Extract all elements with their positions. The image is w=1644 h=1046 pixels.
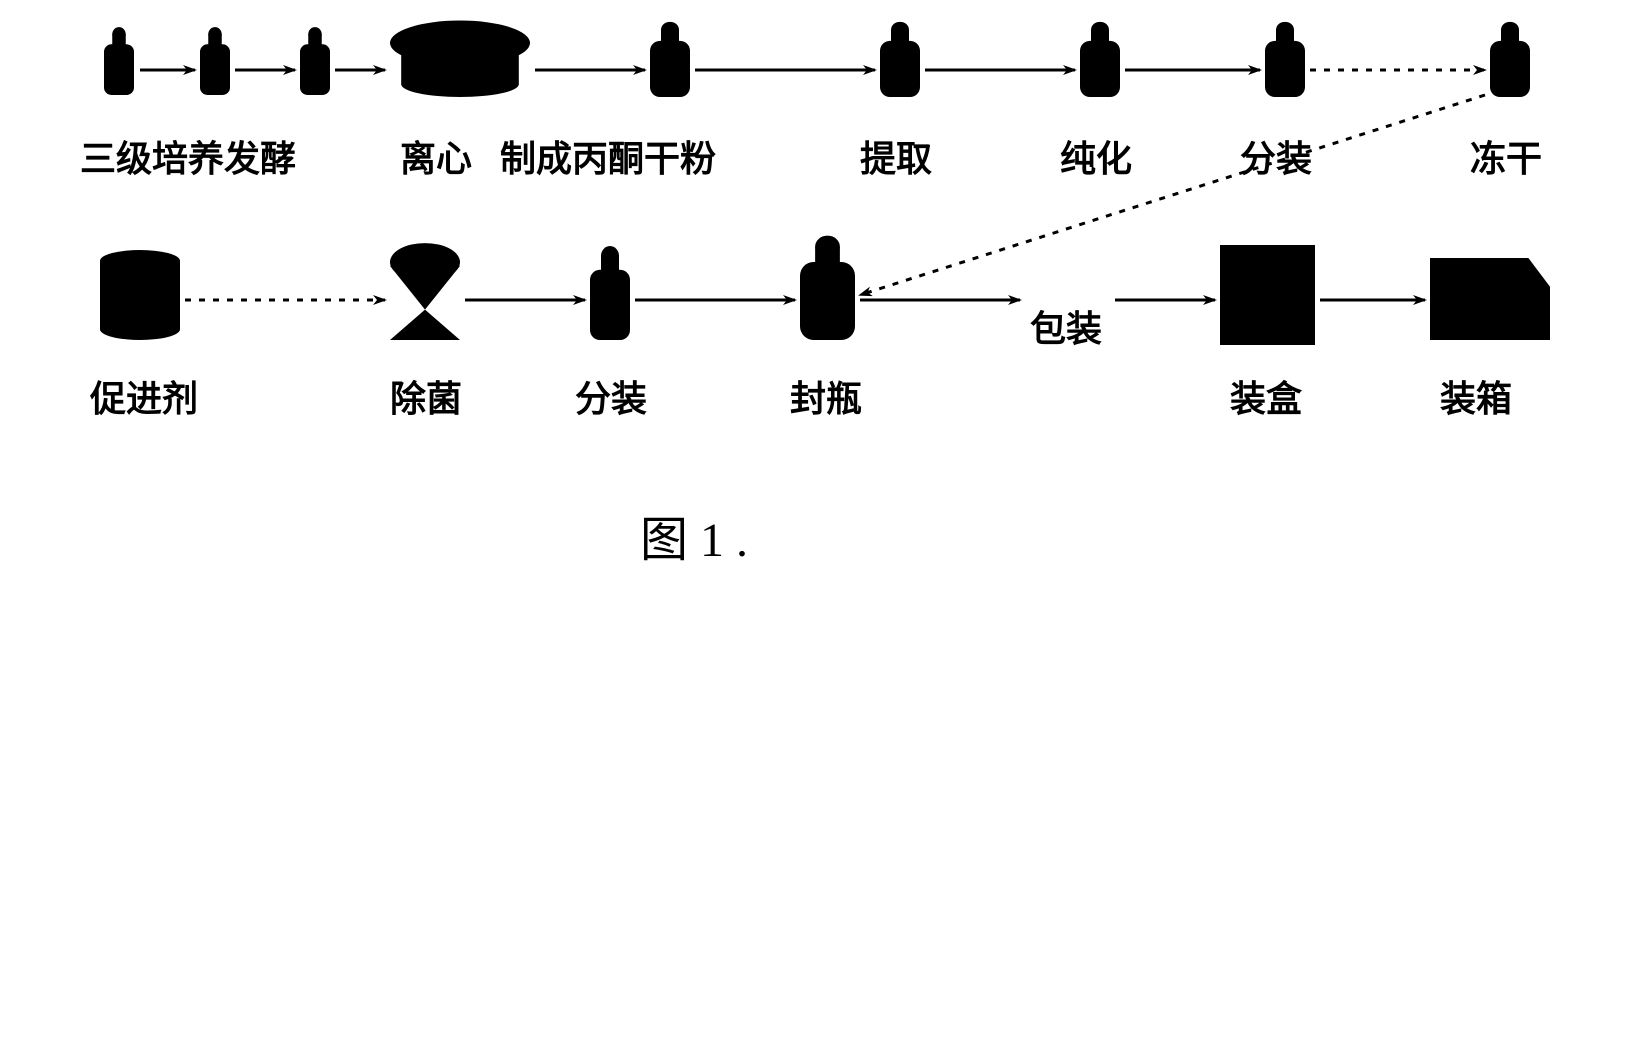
- step-label: 封瓶: [790, 370, 862, 422]
- shape-r2-cyl: [100, 250, 180, 340]
- shape-r1-bottle4: [650, 22, 690, 97]
- step-label: 促进剂: [90, 370, 198, 422]
- figure-caption: 图 1 .: [640, 500, 748, 570]
- step-label: 离心: [400, 130, 472, 182]
- diagram-canvas: 三级培养发酵离心制成丙酮干粉提取纯化分装冻干促进剂除菌分装封瓶包装装盒装箱 图 …: [0, 0, 1644, 1046]
- shape-r1-bottle3: [300, 27, 330, 95]
- step-label: 提取: [860, 130, 932, 182]
- shape-r2-box: [1220, 245, 1315, 345]
- shape-r2-bottle1: [590, 246, 630, 340]
- shape-r1-bottle2: [200, 27, 230, 95]
- shape-r2-filter: [390, 243, 460, 340]
- step-label: 分装: [575, 370, 647, 422]
- step-label: 三级培养发酵: [80, 130, 296, 182]
- step-label: 冻干: [1470, 130, 1542, 182]
- step-label: 装箱: [1440, 370, 1512, 422]
- shape-r1-bottle8: [1490, 22, 1530, 97]
- shape-r1-bottle7: [1265, 22, 1305, 97]
- shape-r2-carton: [1430, 258, 1550, 340]
- step-label: 除菌: [390, 370, 462, 422]
- shape-r1-bottle5: [880, 22, 920, 97]
- shape-r1-bottle1: [104, 27, 134, 95]
- flow-arrow: [860, 95, 1485, 295]
- step-label: 包装: [1030, 300, 1102, 352]
- step-label: 纯化: [1060, 130, 1132, 182]
- step-label: 制成丙酮干粉: [500, 130, 716, 182]
- shape-r1-bottle6: [1080, 22, 1120, 97]
- shape-r2-bottle2: [800, 236, 855, 340]
- step-label: 分装: [1240, 130, 1312, 182]
- step-label: 装盒: [1230, 370, 1302, 422]
- shape-r1-centrifuge: [390, 21, 530, 98]
